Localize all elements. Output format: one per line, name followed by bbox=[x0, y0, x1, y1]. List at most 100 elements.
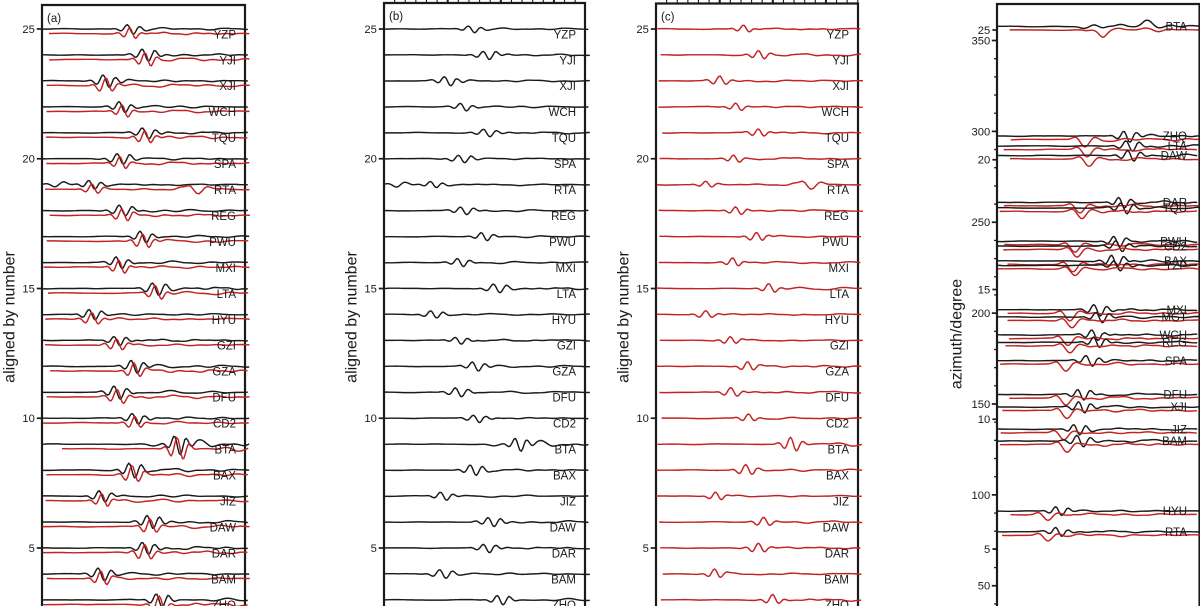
svg-text:BTA: BTA bbox=[554, 445, 576, 457]
svg-text:WCH: WCH bbox=[822, 107, 849, 119]
svg-text:BTA: BTA bbox=[1165, 22, 1187, 34]
svg-text:RTA: RTA bbox=[1165, 527, 1187, 539]
svg-text:TQU: TQU bbox=[825, 133, 849, 145]
svg-text:25: 25 bbox=[364, 24, 376, 36]
svg-text:HYU: HYU bbox=[212, 315, 236, 327]
svg-text:aligned by number: aligned by number bbox=[616, 251, 633, 383]
svg-text:DAW: DAW bbox=[1161, 151, 1188, 163]
svg-text:10: 10 bbox=[978, 414, 990, 426]
svg-text:BAX: BAX bbox=[826, 470, 849, 482]
svg-text:20: 20 bbox=[636, 154, 648, 166]
svg-text:CD2: CD2 bbox=[1164, 241, 1187, 253]
svg-text:MXI: MXI bbox=[216, 263, 236, 275]
svg-text:PWU: PWU bbox=[549, 237, 576, 249]
svg-text:YJI: YJI bbox=[832, 55, 849, 67]
svg-text:HYU: HYU bbox=[825, 315, 849, 327]
svg-text:RTA: RTA bbox=[827, 185, 849, 197]
svg-text:GZI: GZI bbox=[217, 341, 236, 353]
svg-text:LTA: LTA bbox=[830, 289, 850, 301]
svg-text:DAR: DAR bbox=[825, 548, 849, 560]
svg-text:REG: REG bbox=[824, 211, 849, 223]
svg-text:MXI: MXI bbox=[556, 263, 576, 275]
svg-text:YJI: YJI bbox=[559, 55, 576, 67]
svg-text:LTA: LTA bbox=[1168, 141, 1188, 153]
svg-text:15: 15 bbox=[978, 284, 990, 296]
svg-text:HYU: HYU bbox=[552, 315, 576, 327]
svg-text:YJI: YJI bbox=[219, 55, 236, 67]
svg-text:LTA: LTA bbox=[217, 289, 237, 301]
svg-text:CD2: CD2 bbox=[826, 419, 849, 431]
svg-text:MXI: MXI bbox=[829, 263, 849, 275]
svg-text:250: 250 bbox=[972, 217, 991, 229]
svg-text:SPA: SPA bbox=[554, 159, 576, 171]
svg-text:aligned by number: aligned by number bbox=[2, 251, 19, 383]
svg-text:ZHQ: ZHQ bbox=[212, 600, 236, 606]
svg-text:(a): (a) bbox=[47, 13, 61, 25]
svg-text:TQU: TQU bbox=[552, 133, 576, 145]
svg-text:15: 15 bbox=[364, 283, 376, 295]
svg-text:100: 100 bbox=[972, 490, 991, 502]
svg-text:20: 20 bbox=[978, 155, 990, 167]
svg-text:ZHQ: ZHQ bbox=[1163, 131, 1187, 143]
svg-text:DFU: DFU bbox=[212, 393, 236, 405]
svg-text:XJI: XJI bbox=[559, 81, 576, 93]
svg-text:DAR: DAR bbox=[212, 548, 236, 560]
svg-text:25: 25 bbox=[22, 24, 34, 36]
svg-text:RTA: RTA bbox=[214, 185, 236, 197]
svg-text:DFU: DFU bbox=[825, 393, 849, 405]
svg-text:BAX: BAX bbox=[1164, 256, 1187, 268]
svg-text:YZP: YZP bbox=[214, 29, 237, 41]
svg-text:DFU: DFU bbox=[1163, 390, 1187, 402]
svg-text:WCH: WCH bbox=[549, 107, 576, 119]
svg-text:DFU: DFU bbox=[552, 393, 576, 405]
svg-text:BTA: BTA bbox=[827, 445, 849, 457]
svg-text:XJI: XJI bbox=[1170, 402, 1187, 414]
svg-text:HYU: HYU bbox=[1163, 506, 1187, 518]
svg-text:DAW: DAW bbox=[210, 522, 237, 534]
svg-text:(b): (b) bbox=[389, 11, 403, 23]
svg-text:25: 25 bbox=[978, 25, 990, 37]
svg-text:MXI: MXI bbox=[1167, 305, 1187, 317]
svg-text:WCH: WCH bbox=[1160, 330, 1187, 342]
svg-text:ZHQ: ZHQ bbox=[825, 600, 849, 606]
svg-text:GZA: GZA bbox=[212, 367, 236, 379]
svg-text:(c): (c) bbox=[661, 12, 675, 24]
svg-text:SPA: SPA bbox=[827, 159, 849, 171]
svg-text:PWU: PWU bbox=[209, 237, 236, 249]
svg-text:BAM: BAM bbox=[551, 574, 576, 586]
svg-text:aligned by number: aligned by number bbox=[344, 251, 361, 383]
svg-text:DAW: DAW bbox=[823, 522, 850, 534]
svg-text:200: 200 bbox=[972, 308, 991, 320]
svg-text:5: 5 bbox=[643, 543, 649, 555]
svg-text:CD2: CD2 bbox=[213, 419, 236, 431]
svg-text:15: 15 bbox=[636, 283, 648, 295]
svg-text:BAX: BAX bbox=[553, 470, 576, 482]
svg-text:10: 10 bbox=[364, 413, 376, 425]
svg-text:BAX: BAX bbox=[213, 470, 236, 482]
svg-text:PWU: PWU bbox=[822, 237, 849, 249]
svg-text:ZHQ: ZHQ bbox=[552, 600, 576, 606]
svg-text:JIZ: JIZ bbox=[560, 496, 576, 508]
svg-text:GZA: GZA bbox=[552, 367, 576, 379]
svg-text:15: 15 bbox=[22, 283, 34, 295]
svg-text:350: 350 bbox=[972, 35, 991, 47]
svg-text:XJI: XJI bbox=[832, 81, 849, 93]
svg-text:DAW: DAW bbox=[550, 522, 577, 534]
svg-text:GZI: GZI bbox=[557, 341, 576, 353]
svg-text:YZP: YZP bbox=[554, 29, 577, 41]
svg-text:BTA: BTA bbox=[214, 445, 236, 457]
svg-text:5: 5 bbox=[984, 544, 990, 556]
svg-text:10: 10 bbox=[636, 413, 648, 425]
svg-text:SPA: SPA bbox=[1165, 356, 1187, 368]
svg-text:TQU: TQU bbox=[1163, 203, 1187, 215]
svg-text:DAR: DAR bbox=[1163, 198, 1187, 210]
svg-text:CD2: CD2 bbox=[553, 419, 576, 431]
svg-text:JIZ: JIZ bbox=[1171, 424, 1187, 436]
svg-text:XJI: XJI bbox=[219, 81, 236, 93]
svg-text:LTA: LTA bbox=[557, 289, 577, 301]
svg-text:5: 5 bbox=[371, 543, 377, 555]
svg-text:SPA: SPA bbox=[214, 159, 236, 171]
svg-text:YZP: YZP bbox=[1165, 261, 1188, 273]
svg-text:10: 10 bbox=[22, 413, 34, 425]
svg-text:JIZ: JIZ bbox=[833, 496, 849, 508]
